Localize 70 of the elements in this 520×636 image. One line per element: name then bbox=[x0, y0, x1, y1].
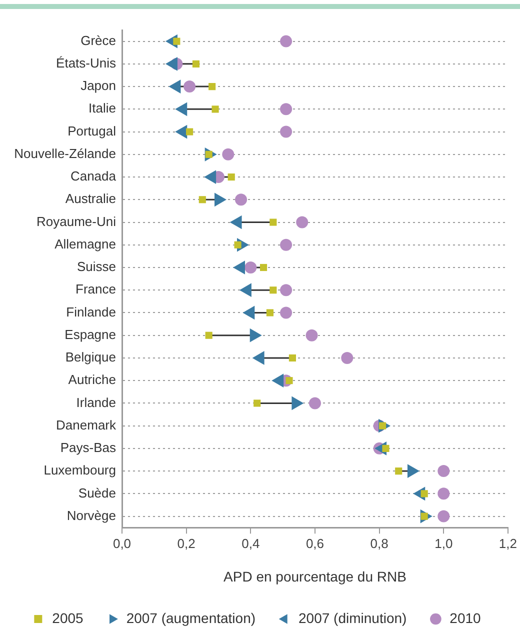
y-tick-label: Espagne bbox=[64, 326, 116, 342]
legend-label: 2007 (augmentation) bbox=[126, 610, 256, 626]
point bbox=[308, 397, 321, 410]
point bbox=[198, 196, 206, 204]
point bbox=[208, 83, 216, 90]
y-tick-label: Pays-Bas bbox=[60, 440, 116, 456]
y-tick-label: Luxembourg bbox=[44, 462, 116, 478]
point bbox=[260, 264, 268, 272]
point bbox=[420, 490, 428, 498]
y-tick-label: Allemagne bbox=[54, 236, 116, 252]
y-tick-label: Suisse bbox=[76, 259, 116, 274]
point bbox=[235, 194, 248, 206]
y-tick-label: Finlande bbox=[66, 304, 116, 320]
y-tick-label: Danemark bbox=[56, 417, 116, 432]
point bbox=[254, 400, 261, 407]
x-axis-title: APD en pourcentage du RNB bbox=[224, 568, 406, 584]
point bbox=[280, 35, 292, 48]
legend-label: 2005 bbox=[52, 610, 84, 626]
point bbox=[341, 352, 354, 364]
y-tick-label: France bbox=[76, 282, 116, 297]
y-tick-label: Irlande bbox=[76, 394, 116, 410]
y-tick-label: Australie bbox=[65, 191, 116, 206]
y-tick-label: Nouvelle-Zélande bbox=[14, 146, 116, 161]
y-tick-label: Canada bbox=[70, 168, 117, 184]
point bbox=[244, 261, 257, 274]
point bbox=[270, 218, 277, 226]
point bbox=[288, 354, 296, 362]
x-tick-label: 0,8 bbox=[370, 536, 388, 551]
y-tick-label: Italie bbox=[88, 100, 116, 116]
x-tick-label: 0,4 bbox=[242, 536, 260, 551]
point bbox=[228, 173, 235, 181]
x-tick-label: 1,0 bbox=[434, 536, 453, 551]
point bbox=[266, 309, 274, 316]
y-tick-label: Norvège bbox=[66, 508, 116, 523]
point bbox=[186, 128, 194, 136]
x-tick-label: 1,2 bbox=[498, 536, 518, 551]
point bbox=[382, 444, 390, 452]
y-tick-label: Belgique bbox=[65, 350, 116, 365]
legend-label: 2010 bbox=[450, 610, 482, 626]
point bbox=[234, 241, 242, 248]
point bbox=[395, 468, 402, 475]
y-tick-label: Japon bbox=[80, 78, 116, 94]
point bbox=[280, 284, 292, 296]
point bbox=[270, 286, 277, 294]
x-tick-label: 0,0 bbox=[112, 536, 132, 551]
y-tick-label: Grèce bbox=[80, 32, 116, 48]
point bbox=[205, 332, 212, 339]
y-tick-label: Autriche bbox=[68, 372, 116, 388]
y-tick-label: Suède bbox=[78, 485, 116, 500]
point bbox=[286, 377, 293, 384]
x-tick-label: 0,2 bbox=[177, 536, 196, 551]
point bbox=[192, 60, 200, 68]
y-tick-label: États-Unis bbox=[56, 56, 116, 71]
x-tick-label: 0,6 bbox=[306, 536, 324, 551]
point bbox=[280, 306, 292, 319]
point bbox=[438, 488, 450, 500]
point bbox=[184, 80, 196, 93]
point bbox=[222, 148, 234, 160]
point bbox=[173, 38, 180, 45]
y-tick-label: Portugal bbox=[68, 123, 116, 138]
point bbox=[280, 103, 292, 116]
point bbox=[280, 238, 292, 251]
y-tick-label: Royaume-Uni bbox=[36, 214, 116, 229]
point bbox=[280, 126, 292, 138]
point bbox=[306, 329, 318, 342]
point bbox=[296, 216, 308, 228]
point bbox=[212, 106, 219, 113]
point bbox=[438, 465, 450, 478]
legend-label: 2007 (diminution) bbox=[298, 610, 407, 626]
point bbox=[438, 510, 450, 522]
